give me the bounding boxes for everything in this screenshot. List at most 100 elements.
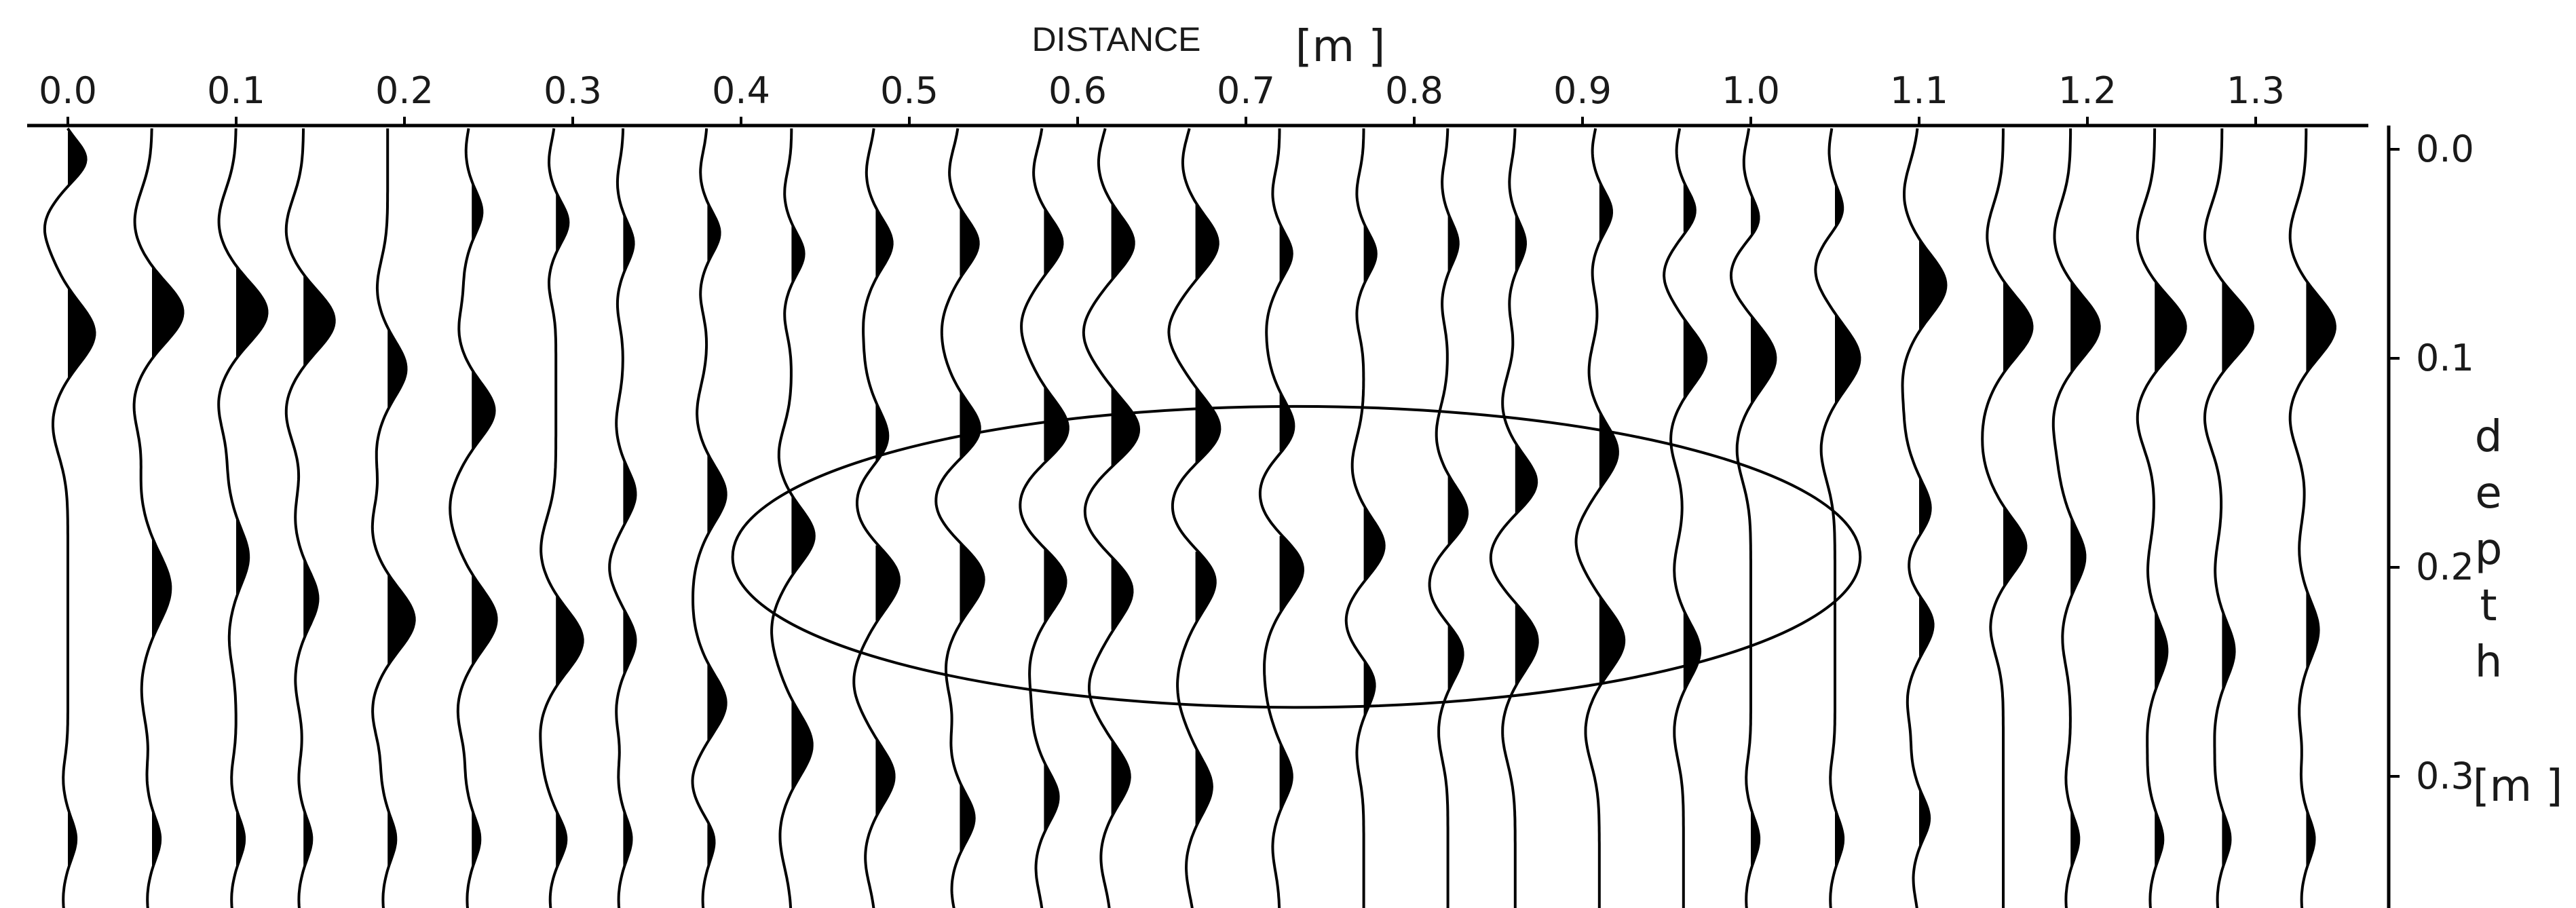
trace-positive-lobe <box>1363 508 1384 580</box>
trace-line <box>1574 128 1626 908</box>
trace-positive-lobe <box>556 812 567 869</box>
x-tick-label: 0.1 <box>207 69 265 112</box>
trace <box>132 128 185 908</box>
y-tick-label: 0.0 <box>2416 128 2474 170</box>
y-axis-title-letter: t <box>2480 581 2497 631</box>
trace-line <box>691 128 727 908</box>
trace <box>2051 128 2101 908</box>
trace-positive-lobe <box>1363 225 1376 282</box>
trace-positive-lobe <box>1111 388 1139 468</box>
y-tick-label: 0.3 <box>2416 755 2474 797</box>
trace-positive-lobe <box>1919 476 1931 536</box>
trace-positive-lobe <box>1919 790 1930 847</box>
trace-positive-lobe <box>1835 808 1844 869</box>
y-axis-unit: [m ] <box>2473 761 2563 812</box>
trace-positive-lobe <box>2003 508 2026 586</box>
trace <box>2136 128 2187 908</box>
trace-positive-lobe <box>2155 808 2163 869</box>
trace-positive-lobe <box>2070 282 2100 373</box>
trace <box>1814 128 1861 908</box>
trace-line <box>1981 128 2034 908</box>
trace-positive-lobe <box>1919 595 1933 658</box>
trace-line <box>217 128 269 908</box>
trace-positive-lobe <box>2003 282 2032 373</box>
trace <box>1729 128 1777 908</box>
trace-positive-lobe <box>556 595 583 687</box>
trace-positive-lobe <box>1447 212 1458 273</box>
trace <box>2288 128 2336 908</box>
x-tick-label: 0.6 <box>1048 69 1107 112</box>
x-tick-label: 1.2 <box>2058 69 2117 112</box>
x-tick-label: 0.2 <box>375 69 434 112</box>
trace-positive-lobe <box>1515 444 1537 514</box>
traces-group <box>43 128 2336 908</box>
trace <box>217 128 269 908</box>
trace-positive-lobe <box>303 808 312 869</box>
trace-positive-lobe <box>1195 204 1218 279</box>
trace-positive-lobe <box>472 808 480 869</box>
trace-positive-lobe <box>791 699 812 791</box>
trace-line <box>371 128 416 908</box>
x-axis-title: DISTANCE <box>1031 20 1200 58</box>
trace-positive-lobe <box>303 558 318 640</box>
trace-line <box>1901 128 1948 908</box>
trace-positive-lobe <box>236 517 249 596</box>
trace-line <box>1663 128 1708 908</box>
trace-line <box>2203 128 2254 908</box>
trace-line <box>132 128 185 908</box>
trace <box>1344 128 1386 908</box>
trace-positive-lobe <box>1683 320 1707 398</box>
trace-positive-lobe <box>472 181 482 242</box>
trace-positive-lobe <box>707 664 726 740</box>
trace <box>1082 128 1141 908</box>
trace <box>1167 128 1221 908</box>
trace-line <box>934 128 985 908</box>
trace-positive-lobe <box>152 808 161 869</box>
y-tick-label: 0.2 <box>2416 546 2474 588</box>
trace-positive-lobe <box>1835 313 1860 404</box>
trace-line <box>539 128 584 908</box>
trace-line <box>1428 128 1469 908</box>
trace-positive-lobe <box>2155 611 2167 690</box>
trace-positive-lobe <box>707 204 720 263</box>
trace <box>934 128 985 908</box>
y-axis-ticks: 0.0 0.1 0.2 0.3 <box>2389 128 2474 797</box>
x-tick-label: 0.9 <box>1553 69 1612 112</box>
trace-positive-lobe <box>2222 282 2253 373</box>
trace-positive-lobe <box>1599 413 1618 489</box>
trace <box>449 128 498 908</box>
trace-positive-lobe <box>152 539 171 640</box>
trace <box>539 128 584 908</box>
trace-line <box>1258 128 1304 908</box>
y-axis-title-letter: d <box>2475 412 2503 462</box>
trace-line <box>1167 128 1221 908</box>
x-tick-label: 0.7 <box>1217 69 1275 112</box>
trace-positive-lobe <box>1515 212 1526 273</box>
trace-positive-lobe <box>303 276 335 367</box>
trace-positive-lobe <box>960 210 979 276</box>
trace-positive-lobe <box>1683 611 1701 690</box>
trace-positive-lobe <box>623 212 634 273</box>
trace <box>852 128 901 908</box>
trace <box>284 128 336 908</box>
trace-positive-lobe <box>2155 282 2186 373</box>
trace-positive-lobe <box>472 369 495 449</box>
trace-positive-lobe <box>2306 808 2315 869</box>
trace-positive-lobe <box>1919 241 1946 329</box>
trace-positive-lobe <box>387 328 406 408</box>
trace-positive-lobe <box>623 808 632 869</box>
trace-line <box>608 128 637 908</box>
trace-positive-lobe <box>1044 210 1063 276</box>
trace-positive-lobe <box>875 210 892 279</box>
trace-line <box>2288 128 2336 908</box>
trace-positive-lobe <box>2222 808 2231 869</box>
y-tick-label: 0.1 <box>2416 337 2474 379</box>
x-tick-label: 0.4 <box>712 69 770 112</box>
x-tick-label: 1.0 <box>1722 69 1780 112</box>
trace <box>1258 128 1304 908</box>
trace-positive-lobe <box>960 542 984 624</box>
trace-positive-lobe <box>2070 517 2085 596</box>
trace-positive-lobe <box>1111 204 1134 279</box>
trace-positive-lobe <box>2306 589 2319 671</box>
